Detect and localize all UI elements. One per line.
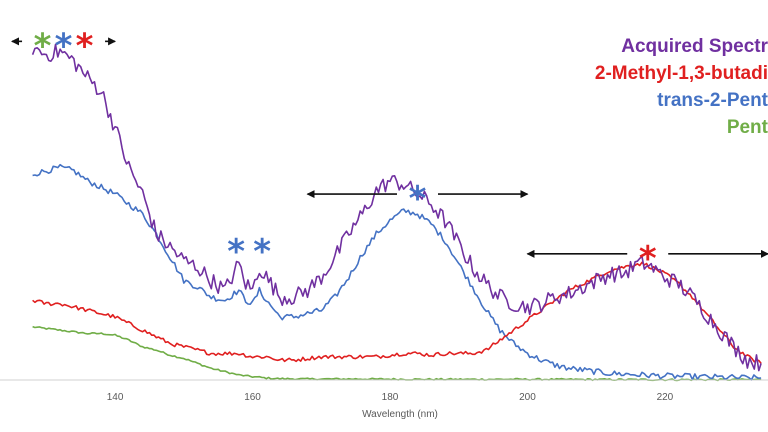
x-axis-title: Wavelength (nm) [362,409,438,420]
x-tick-label: 180 [382,392,399,403]
annotation-star: * [227,232,245,272]
legend-entry: Pent [727,117,768,138]
series-line-2-methyl-1-3-butadi [32,261,762,364]
x-tick-label: 220 [657,392,674,403]
annotation-star: * [253,232,271,272]
legend-entry: trans-2-Pent [657,90,768,111]
series-line-acquired-spectr [31,43,762,372]
annotation-star: * [639,239,657,279]
x-tick-label: 140 [107,392,124,403]
annotation-star: * [34,26,52,66]
x-tick-layer: 140 160 180 200 220 [107,392,674,403]
legend-entry: 2-Methyl-1,3-butadi [595,63,768,84]
legend-entry: Acquired Spectr [621,36,768,57]
annotation-layer: * * ** *** [11,26,768,279]
series-line-trans-2-pent [32,163,762,381]
x-tick-label: 160 [244,392,261,403]
legend: Acquired Spectr 2-Methyl-1,3-butadi trans-… [595,36,768,138]
series-layer [31,43,762,382]
x-tick-label: 200 [519,392,536,403]
annotation-star: * [76,26,94,66]
annotation-star: * [409,179,427,219]
annotation-star: * [55,26,73,66]
